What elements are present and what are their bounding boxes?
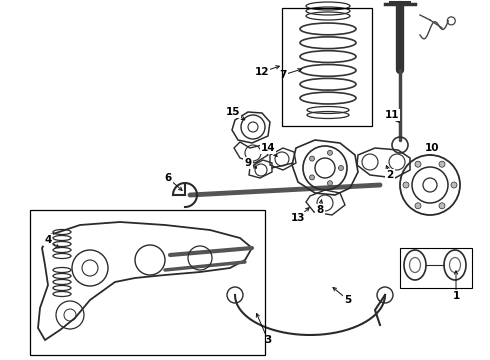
Text: 12: 12: [255, 67, 269, 77]
Text: 15: 15: [226, 107, 240, 117]
Text: 11: 11: [385, 110, 399, 120]
Circle shape: [310, 175, 315, 180]
Text: 4: 4: [44, 235, 51, 245]
Text: 6: 6: [164, 173, 171, 183]
Circle shape: [415, 203, 421, 209]
Text: 3: 3: [265, 335, 271, 345]
Circle shape: [403, 182, 409, 188]
Text: 2: 2: [387, 170, 393, 180]
Circle shape: [439, 161, 445, 167]
Circle shape: [327, 181, 332, 186]
Circle shape: [415, 161, 421, 167]
Circle shape: [339, 166, 343, 171]
Text: 7: 7: [279, 70, 287, 80]
Circle shape: [327, 150, 332, 155]
Bar: [30, 210, 265, 355]
Text: 8: 8: [317, 205, 323, 215]
Text: 9: 9: [245, 158, 251, 168]
Text: 5: 5: [344, 295, 352, 305]
Text: 14: 14: [261, 143, 275, 153]
Bar: [282, 8, 372, 126]
Text: 10: 10: [425, 143, 439, 153]
Circle shape: [439, 203, 445, 209]
Text: 13: 13: [291, 213, 305, 223]
Circle shape: [310, 156, 315, 161]
Circle shape: [451, 182, 457, 188]
Text: 1: 1: [452, 291, 460, 301]
Bar: [400, 248, 472, 288]
